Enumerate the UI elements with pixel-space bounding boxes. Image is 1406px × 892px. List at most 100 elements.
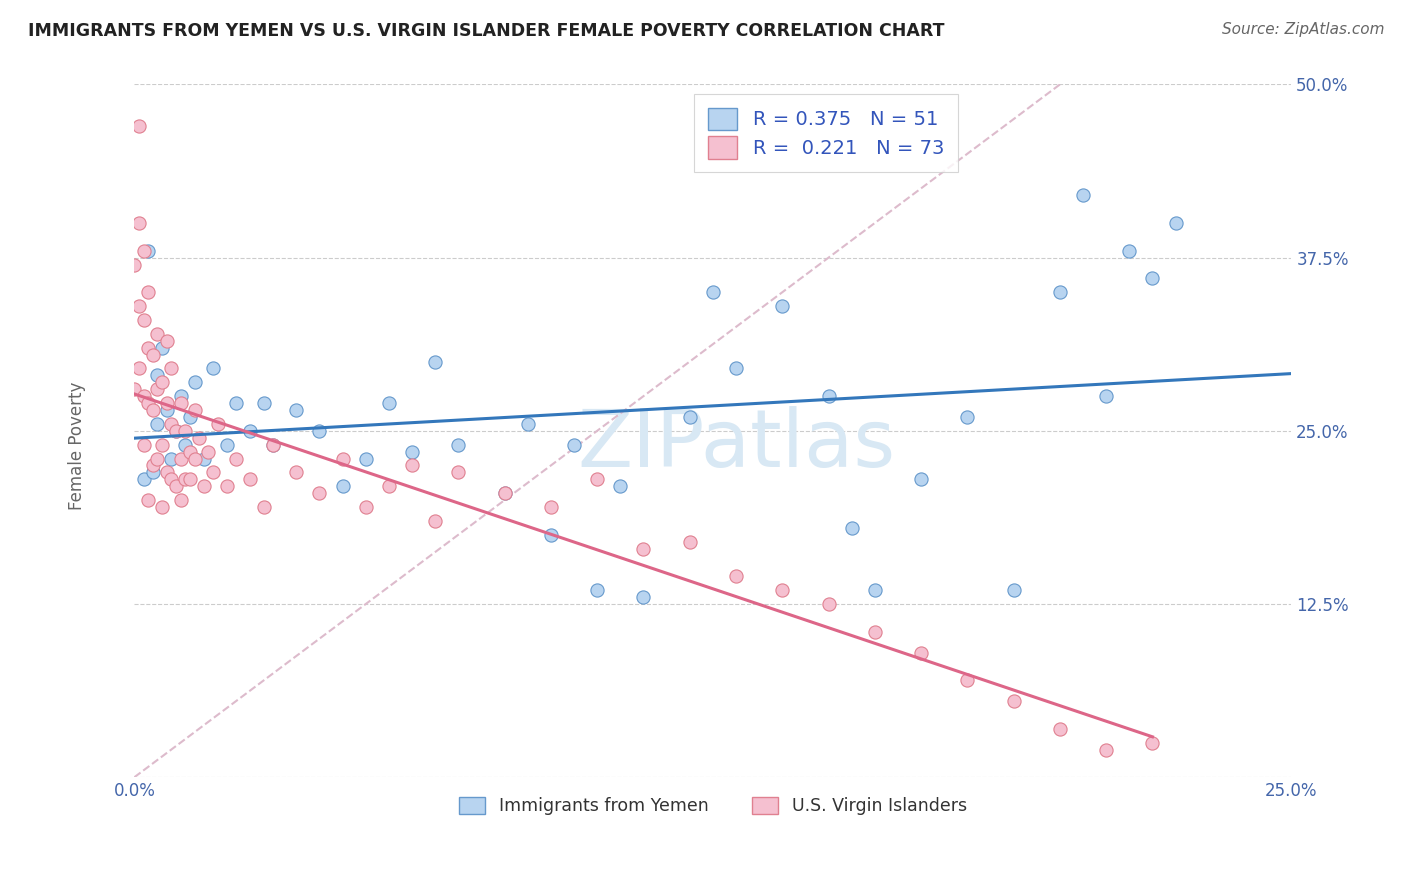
Point <box>132 313 155 327</box>
Point <box>447 438 470 452</box>
Point <box>910 646 932 660</box>
Point <box>142 348 165 362</box>
Point <box>132 472 155 486</box>
Point <box>202 466 225 480</box>
Point <box>253 396 276 410</box>
Point <box>165 479 187 493</box>
Point <box>179 409 201 424</box>
Point <box>1142 271 1164 285</box>
Point <box>724 569 747 583</box>
Point <box>679 534 702 549</box>
Point <box>770 583 793 598</box>
Point <box>146 326 169 341</box>
Point <box>150 500 173 514</box>
Point <box>1164 216 1187 230</box>
Point <box>165 424 187 438</box>
Point <box>378 479 401 493</box>
Point <box>174 424 197 438</box>
Point <box>174 472 197 486</box>
Point <box>633 590 655 604</box>
Point <box>150 341 173 355</box>
Point <box>225 396 247 410</box>
Point <box>262 438 284 452</box>
Point <box>179 444 201 458</box>
Point <box>169 396 191 410</box>
Point <box>239 424 262 438</box>
Point <box>308 424 330 438</box>
Point <box>401 458 423 473</box>
Point <box>494 486 516 500</box>
Point <box>253 500 276 514</box>
Text: IMMIGRANTS FROM YEMEN VS U.S. VIRGIN ISLANDER FEMALE POVERTY CORRELATION CHART: IMMIGRANTS FROM YEMEN VS U.S. VIRGIN ISL… <box>28 22 945 40</box>
Point <box>494 486 516 500</box>
Point <box>169 451 191 466</box>
Point <box>225 451 247 466</box>
Point <box>202 361 225 376</box>
Text: Source: ZipAtlas.com: Source: ZipAtlas.com <box>1222 22 1385 37</box>
Point <box>160 361 183 376</box>
Point <box>150 438 173 452</box>
Point <box>1049 285 1071 300</box>
Point <box>863 624 886 639</box>
Point <box>841 521 863 535</box>
Point <box>1095 389 1118 403</box>
Point <box>193 479 215 493</box>
Point <box>1118 244 1140 258</box>
Point <box>540 527 562 541</box>
Point <box>425 354 447 368</box>
Point <box>142 403 165 417</box>
Point <box>128 361 150 376</box>
Point <box>179 472 201 486</box>
Point <box>142 466 165 480</box>
Point <box>132 438 155 452</box>
Point <box>1071 188 1094 202</box>
Point <box>136 244 159 258</box>
Point <box>633 541 655 556</box>
Point <box>207 417 229 431</box>
Point <box>132 389 155 403</box>
Point <box>586 583 609 598</box>
Text: Female Poverty: Female Poverty <box>69 382 86 510</box>
Point <box>156 403 179 417</box>
Point <box>169 493 191 508</box>
Point <box>160 472 183 486</box>
Point <box>156 334 179 348</box>
Point <box>136 396 159 410</box>
Text: ZIPatlas: ZIPatlas <box>576 406 896 483</box>
Point <box>156 396 179 410</box>
Point <box>197 444 219 458</box>
Point <box>425 514 447 528</box>
Point <box>308 486 330 500</box>
Point <box>540 500 562 514</box>
Point <box>354 451 377 466</box>
Point <box>124 258 146 272</box>
Point <box>160 417 183 431</box>
Point <box>562 438 585 452</box>
Point <box>136 285 159 300</box>
Point <box>609 479 631 493</box>
Point <box>128 299 150 313</box>
Point <box>150 376 173 390</box>
Point <box>863 583 886 598</box>
Point <box>1002 583 1025 598</box>
Point <box>124 382 146 396</box>
Point <box>146 451 169 466</box>
Point <box>1142 735 1164 749</box>
Point <box>183 451 205 466</box>
Point <box>136 341 159 355</box>
Point <box>956 409 979 424</box>
Point <box>262 438 284 452</box>
Point <box>188 431 211 445</box>
Point <box>146 368 169 383</box>
Point <box>169 389 191 403</box>
Point <box>142 458 165 473</box>
Point <box>354 500 377 514</box>
Point <box>165 424 187 438</box>
Point <box>332 479 354 493</box>
Point <box>910 472 932 486</box>
Legend: Immigrants from Yemen, U.S. Virgin Islanders: Immigrants from Yemen, U.S. Virgin Islan… <box>450 788 976 824</box>
Point <box>146 382 169 396</box>
Point <box>215 479 238 493</box>
Point <box>1049 722 1071 736</box>
Point <box>136 493 159 508</box>
